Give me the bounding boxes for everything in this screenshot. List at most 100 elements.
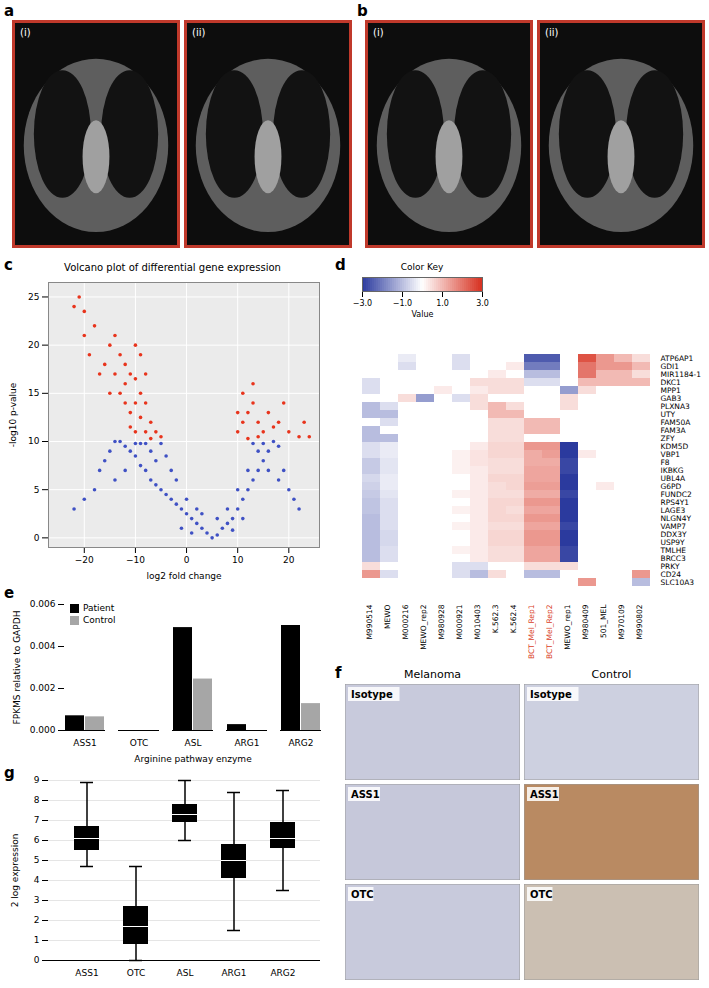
svg-text:ASS1: ASS1 [530,789,559,800]
svg-text:K.562.4: K.562.4 [509,604,518,633]
svg-text:2 log expression: 2 log expression [10,834,20,908]
html-text:b: b [357,2,368,20]
svg-text:15: 15 [28,388,39,398]
svg-text:OTC: OTC [351,889,374,900]
svg-text:GDI1: GDI1 [660,361,680,371]
svg-text:(i): (i) [20,27,31,38]
svg-text:ARG1: ARG1 [234,738,259,748]
svg-text:M970109: M970109 [617,604,626,639]
svg-text:M010403: M010403 [473,604,482,639]
svg-text:3: 3 [34,895,40,905]
svg-text:ARG2: ARG2 [288,738,313,748]
html-text:Volcano plot of differential g: Volcano plot of differential gene expres… [64,262,281,273]
svg-text:IKBKG: IKBKG [660,465,684,475]
svg-text:(i): (i) [373,27,384,38]
svg-text:−1.0: −1.0 [393,299,412,308]
svg-text:OTC: OTC [127,968,145,978]
svg-text:M990514: M990514 [365,604,374,639]
svg-text:SLC10A3: SLC10A3 [661,578,695,587]
svg-text:-log10 p-value: -log10 p-value [8,382,18,447]
svg-text:MEWO_rep2: MEWO_rep2 [419,604,428,650]
svg-text:−10: −10 [126,555,145,565]
svg-text:4: 4 [34,875,40,885]
svg-text:5: 5 [34,485,40,495]
svg-text:0.006: 0.006 [30,599,56,609]
svg-text:ASL: ASL [185,738,202,748]
html-text:d: d [335,256,346,274]
svg-text:Isotype: Isotype [351,689,393,700]
svg-text:UTY: UTY [660,409,676,419]
svg-text:log2 fold change: log2 fold change [146,571,222,581]
svg-text:FPKMS relative to GAPDH: FPKMS relative to GAPDH [12,611,22,725]
html-text:Control: Control [591,668,632,681]
svg-text:RPS4Y1: RPS4Y1 [660,497,690,507]
svg-text:ATP6AP1: ATP6AP1 [660,353,694,363]
svg-text:VBP1: VBP1 [660,449,681,459]
svg-text:10: 10 [232,555,244,565]
html-text:g: g [4,764,15,782]
svg-text:M990802: M990802 [635,604,644,639]
svg-text:ASS1: ASS1 [351,789,380,800]
html-text:Color Key: Color Key [400,262,444,272]
svg-text:−20: −20 [75,555,94,565]
svg-text:0.004: 0.004 [30,641,56,651]
svg-text:FAM50A: FAM50A [660,417,691,427]
svg-text:0: 0 [34,955,40,965]
svg-text:MEWO_rep1: MEWO_rep1 [563,604,572,650]
svg-text:(ii): (ii) [545,27,558,38]
svg-text:G6PD: G6PD [660,481,682,491]
svg-text:20: 20 [28,340,40,350]
svg-text:M980928: M980928 [437,604,446,639]
svg-text:5: 5 [34,855,40,865]
svg-text:20: 20 [283,555,295,565]
svg-text:FUNDC2: FUNDC2 [660,489,692,499]
svg-text:Arginine pathway enzyme: Arginine pathway enzyme [134,754,252,764]
svg-text:K.562.3: K.562.3 [491,604,500,633]
svg-text:−3.0: −3.0 [353,299,372,308]
html-text:e: e [4,584,15,602]
svg-text:ARG1: ARG1 [221,968,246,978]
svg-text:DKC1: DKC1 [660,377,681,387]
svg-text:0: 0 [184,555,190,565]
svg-text:7: 7 [34,815,40,825]
svg-text:M980409: M980409 [581,604,590,639]
svg-text:0.002: 0.002 [30,683,56,693]
svg-text:M000921: M000921 [455,604,464,639]
svg-text:25: 25 [28,292,39,302]
svg-text:9: 9 [34,775,40,785]
svg-text:BCT_Mel_Rep1: BCT_Mel_Rep1 [527,604,536,659]
svg-text:FAM3A: FAM3A [660,425,686,435]
svg-text:UBL4A: UBL4A [660,473,686,483]
svg-text:KDM5D: KDM5D [660,441,689,451]
svg-text:BCT_Mel_Rep2: BCT_Mel_Rep2 [545,604,554,659]
svg-text:Isotype: Isotype [530,689,572,700]
html-text:Melanoma: Melanoma [403,668,462,681]
svg-text:Value: Value [412,310,434,319]
svg-text:MEWO: MEWO [383,604,392,629]
svg-text:GAB3: GAB3 [660,393,682,403]
svg-text:2: 2 [34,915,40,925]
svg-text:ZFY: ZFY [660,433,675,443]
svg-text:501_MEL: 501_MEL [599,604,608,638]
svg-text:ASS1: ASS1 [73,738,96,748]
svg-text:8: 8 [34,795,40,805]
svg-text:PLXNA3: PLXNA3 [660,401,690,411]
svg-text:3.0: 3.0 [476,299,489,308]
svg-text:6: 6 [34,835,40,845]
svg-text:MPP1: MPP1 [660,385,681,395]
svg-text:(ii): (ii) [192,27,205,38]
svg-text:MIR1184-1: MIR1184-1 [660,369,701,379]
svg-text:10: 10 [28,436,40,446]
svg-text:0.000: 0.000 [30,725,56,735]
html-text:a: a [4,2,15,20]
svg-text:0: 0 [34,533,40,543]
svg-text:ASS1: ASS1 [75,968,98,978]
svg-text:1: 1 [34,935,40,945]
svg-text:OTC: OTC [130,738,148,748]
svg-text:F8: F8 [660,457,670,467]
svg-text:OTC: OTC [530,889,553,900]
svg-text:M000216: M000216 [401,604,410,639]
svg-text:ARG2: ARG2 [270,968,295,978]
svg-text:ASL: ASL [177,968,194,978]
svg-text:1.0: 1.0 [436,299,449,308]
